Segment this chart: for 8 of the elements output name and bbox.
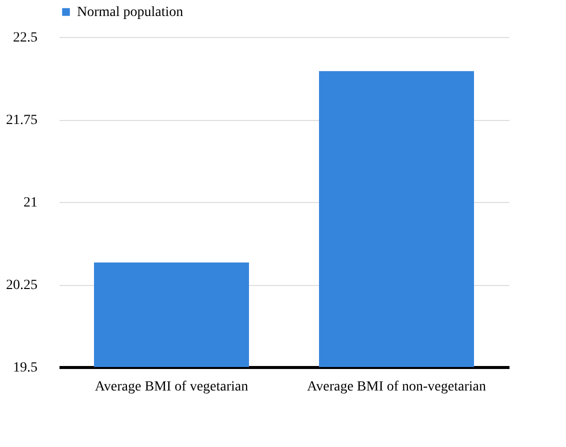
y-tick-label: 21.75	[6, 113, 38, 128]
x-tick-label: Average BMI of vegetarian	[94, 380, 248, 394]
y-tick-label: 22.5	[13, 30, 38, 46]
x-tick-label: Average BMI of non-vegetarian	[307, 380, 486, 394]
y-tick-label: 20.25	[6, 278, 38, 293]
y-tick-label: 21	[24, 196, 38, 210]
legend-label: Normal population	[77, 5, 184, 20]
y-tick-label: 19.5	[13, 360, 38, 376]
